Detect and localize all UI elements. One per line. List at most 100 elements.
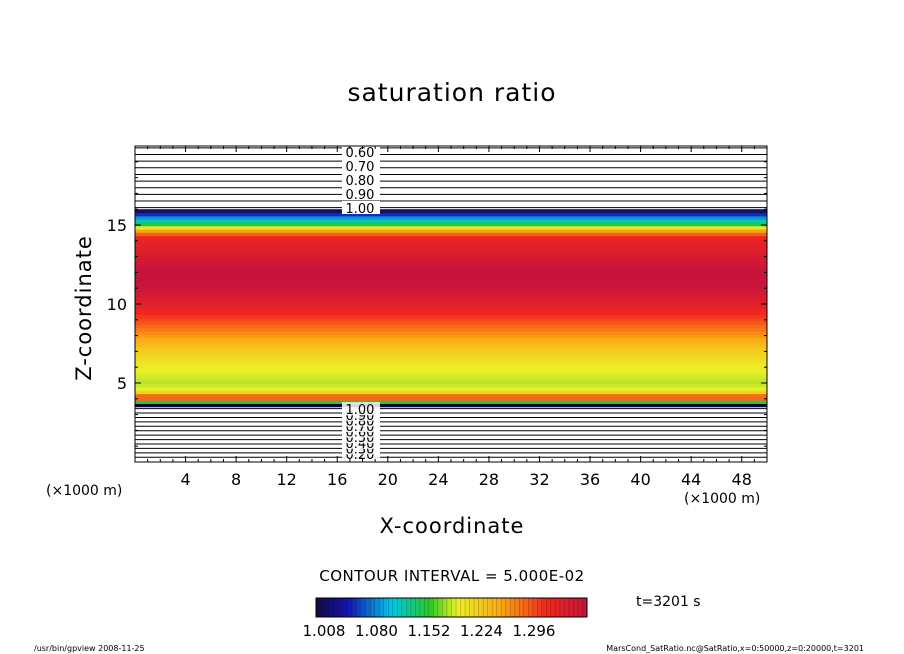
- colorbar-swatch: [325, 598, 330, 617]
- field-band: [135, 251, 767, 256]
- colorbar-swatch: [388, 598, 394, 617]
- x-tick-label: 40: [630, 470, 650, 489]
- colorbar-tick-label: 1.296: [513, 622, 556, 640]
- colorbar-swatch: [361, 598, 366, 617]
- colorbar-swatch: [528, 598, 534, 617]
- colorbar-swatch: [564, 598, 570, 617]
- x-unit-label-right: (×1000 m): [684, 491, 761, 507]
- field-band: [135, 261, 767, 266]
- field-band: [135, 400, 767, 405]
- colorbar-swatch: [437, 598, 443, 617]
- y-tick-label: 5: [117, 374, 127, 393]
- colorbar-swatch: [465, 598, 470, 617]
- colorbar-swatch: [347, 598, 353, 617]
- field-band: [135, 396, 767, 401]
- contour-label-bg: [341, 159, 380, 172]
- colorbar-swatch: [568, 598, 574, 617]
- field-band: [135, 367, 767, 372]
- time-label: t=3201 s: [636, 594, 701, 610]
- footer-source: MarsCond_SatRatio.nc@SatRatio,x=0:50000,…: [606, 644, 864, 653]
- colorbar-swatch: [397, 598, 403, 617]
- colorbar-swatch: [501, 598, 506, 617]
- field-band: [135, 380, 767, 385]
- field-band: [135, 278, 767, 283]
- field-band: [135, 373, 767, 378]
- colorbar-swatch: [410, 598, 416, 617]
- field-band: [135, 327, 767, 332]
- colorbar-swatch: [523, 598, 529, 617]
- colorbar-swatch: [474, 598, 479, 617]
- contour-label-bg: [341, 173, 380, 186]
- y-axis-label: Z-coordinate: [72, 235, 96, 381]
- field-band: [135, 228, 767, 233]
- colorbar-swatch: [582, 598, 588, 617]
- x-tick-label: 32: [529, 470, 549, 489]
- colorbar-swatch: [401, 598, 407, 617]
- colorbar-swatch: [424, 598, 430, 617]
- field-band: [135, 393, 767, 398]
- field-band: [135, 350, 767, 355]
- field-band: [135, 288, 767, 293]
- contour-label: 0.80: [346, 174, 375, 189]
- contour-lines: [135, 147, 767, 458]
- colorbar-swatch: [456, 598, 461, 617]
- colorbar: 1.008 1.080 1.152 1.224 1.296: [303, 597, 588, 640]
- colorbar-swatch: [514, 598, 520, 617]
- colorbar-swatch: [365, 598, 371, 617]
- colorbar-swatch: [406, 598, 412, 617]
- y-axis: 5 10 15: [107, 161, 767, 447]
- field-band: [135, 248, 767, 253]
- colorbar-swatch: [460, 598, 466, 617]
- colorbar-swatch: [469, 598, 475, 617]
- field-band: [135, 268, 767, 273]
- x-tick-label: 44: [681, 470, 701, 489]
- field-band: [135, 363, 767, 368]
- colorbar-swatch: [519, 598, 525, 617]
- colorbar-swatch: [510, 598, 516, 617]
- field-band: [135, 284, 767, 289]
- colorbar-swatch: [343, 598, 348, 617]
- colorbar-tick-label: 1.080: [355, 622, 398, 640]
- contour-label-bg: [341, 402, 380, 416]
- colorbar-swatch: [451, 598, 457, 617]
- colorbar-swatch: [374, 598, 380, 617]
- field-band: [135, 215, 767, 220]
- field-band: [135, 377, 767, 381]
- x-axis-label: X-coordinate: [379, 514, 525, 538]
- y-tick-label: 10: [107, 295, 127, 314]
- colorbar-swatch: [559, 598, 565, 617]
- contour-label: 1.00: [346, 202, 375, 217]
- colorbar-swatch: [550, 598, 556, 617]
- field-band: [135, 281, 767, 286]
- y-tick-label: 15: [107, 216, 127, 235]
- colorbar-swatch: [537, 598, 543, 617]
- colorbar-swatch: [577, 598, 583, 617]
- field-band: [135, 357, 767, 362]
- field-band: [135, 337, 767, 342]
- field-band: [135, 386, 767, 391]
- x-tick-label: 4: [180, 470, 190, 489]
- colorbar-swatch: [573, 598, 579, 617]
- field-band: [135, 294, 767, 299]
- colorbar-swatch: [334, 598, 339, 617]
- colorbar-swatch: [442, 598, 448, 617]
- field-band: [135, 219, 767, 223]
- field-band: [135, 354, 767, 358]
- field-band: [135, 258, 767, 263]
- field-band: [135, 330, 767, 335]
- x-tick-label: 8: [231, 470, 241, 489]
- colorbar-swatch: [483, 598, 488, 617]
- field-band: [135, 370, 767, 375]
- field-band: [135, 321, 767, 326]
- x-tick-label: 36: [580, 470, 600, 489]
- field-band: [135, 334, 767, 339]
- contour-labels: 0.600.700.800.901.000.200.300.400.500.60…: [341, 145, 380, 463]
- colorbar-swatch: [532, 598, 538, 617]
- colorbar-swatch: [383, 598, 389, 617]
- field-band: [135, 238, 767, 243]
- field-band: [135, 232, 767, 237]
- contour-label: 0.70: [346, 160, 375, 175]
- x-tick-label: 12: [277, 470, 297, 489]
- chart-title: saturation ratio: [347, 78, 557, 107]
- colorbar-swatch: [478, 598, 484, 617]
